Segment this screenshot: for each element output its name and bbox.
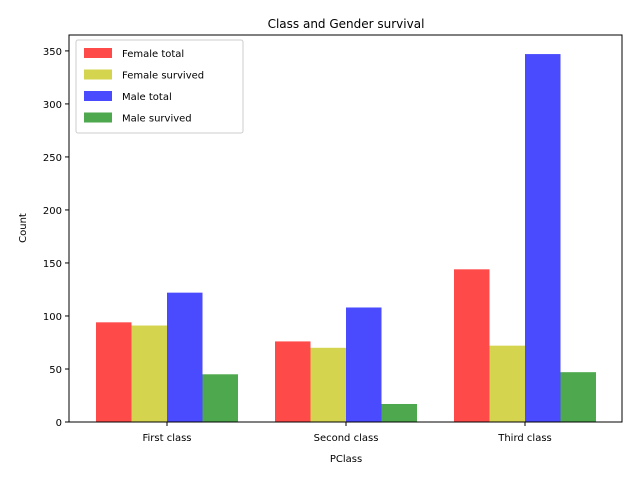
legend-label-female-survived: Female survived (122, 71, 204, 82)
bar-female-total-first-class (96, 322, 132, 422)
plot-frame (68, 34, 623, 423)
y-tick-label: 350 (43, 47, 62, 58)
x-axis-label: PClass (330, 454, 362, 465)
bar-female-total-second-class (275, 341, 311, 422)
chart-title: Class and Gender survival (268, 17, 425, 31)
x-tick-label-third-class: Third class (497, 433, 552, 444)
legend: Female total Female survived Male total Mal… (75, 39, 244, 134)
bar-male-survived-second-class (381, 403, 417, 422)
y-tick-label: 150 (43, 259, 62, 270)
y-axis-ticks: 0 50 100 150 200 250 300 350 (43, 47, 69, 429)
bar-male-total-third-class (525, 54, 561, 422)
legend-label-male-total: Male total (122, 92, 172, 103)
bar-male-total-first-class (167, 292, 203, 422)
y-tick-label: 300 (43, 100, 62, 111)
y-tick-label: 0 (56, 418, 62, 429)
y-axis-label: Count (18, 213, 29, 243)
x-tick-label-first-class: First class (142, 433, 191, 444)
y-tick-label: 200 (43, 206, 62, 217)
bar-female-survived-second-class (310, 347, 346, 422)
x-tick-label-second-class: Second class (314, 433, 379, 444)
bars-group (96, 54, 596, 422)
legend-swatch-female-survived (84, 69, 112, 80)
legend-swatch-male-total (84, 91, 112, 101)
bar-female-survived-first-class (131, 325, 167, 422)
y-tick-label: 250 (43, 153, 62, 164)
legend-swatch-female-total (84, 48, 112, 58)
legend-box (75, 39, 244, 134)
y-tick-label: 100 (43, 312, 62, 323)
bar-male-survived-first-class (202, 374, 238, 422)
legend-label-male-survived: Male survived (122, 114, 192, 125)
x-axis-ticks: First class Second class Third class (142, 422, 552, 444)
legend-label-female-total: Female total (122, 49, 184, 60)
y-tick-label: 50 (49, 365, 62, 376)
bar-male-total-second-class (346, 307, 382, 422)
bar-female-survived-third-class (489, 345, 525, 422)
legend-swatch-male-survived (84, 112, 112, 123)
bar-male-survived-third-class (560, 372, 596, 422)
bar-female-total-third-class (454, 269, 490, 422)
